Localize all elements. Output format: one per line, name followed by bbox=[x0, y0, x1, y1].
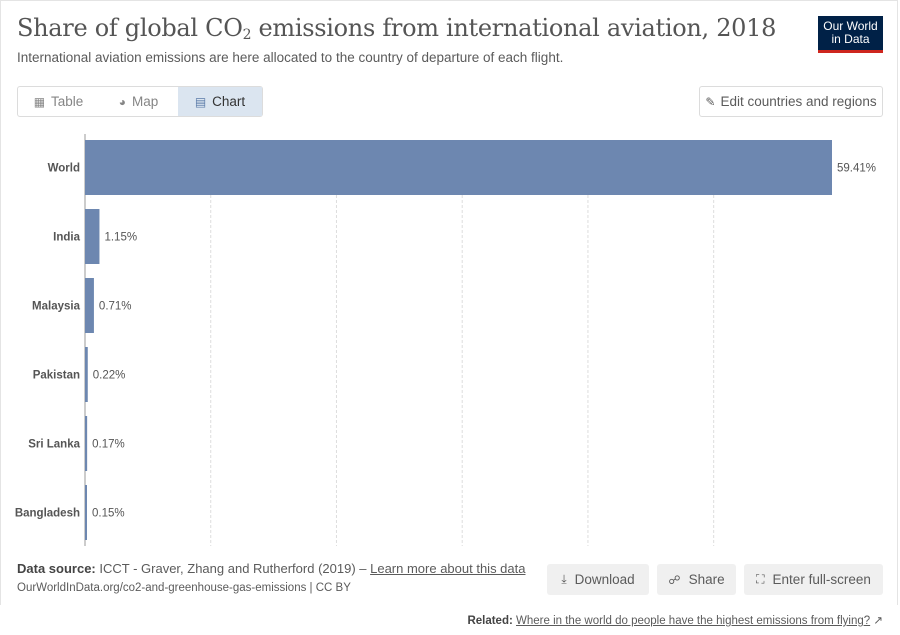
chart-frame bbox=[0, 0, 898, 605]
bar-pakistan[interactable] bbox=[85, 347, 88, 402]
category-label: Bangladesh bbox=[15, 508, 80, 520]
value-label: 0.17% bbox=[92, 439, 125, 451]
download-button[interactable]: ⤓ Download bbox=[547, 564, 649, 595]
share-icon: ☍ bbox=[668, 572, 681, 587]
learn-more-link[interactable]: Learn more about this data bbox=[370, 561, 526, 576]
value-label: 0.22% bbox=[93, 370, 126, 382]
category-label: World bbox=[48, 163, 80, 175]
bar-sri-lanka[interactable] bbox=[85, 416, 88, 471]
tab-chart[interactable]: ▤ Chart bbox=[178, 87, 262, 116]
bar-world[interactable] bbox=[85, 140, 832, 195]
value-label: 0.71% bbox=[99, 301, 132, 313]
owid-logo[interactable]: Our World in Data bbox=[818, 16, 883, 53]
source-url[interactable]: OurWorldInData.org/co2-and-greenhouse-ga… bbox=[17, 582, 351, 594]
external-link-icon: ↗ bbox=[873, 615, 883, 627]
download-icon: ⤓ bbox=[561, 572, 567, 586]
category-label: Sri Lanka bbox=[28, 439, 80, 451]
bar-malaysia[interactable] bbox=[85, 278, 94, 333]
data-source: Data source: ICCT - Graver, Zhang and Ru… bbox=[17, 561, 526, 576]
chart-title: Share of global CO2 emissions from inter… bbox=[17, 14, 777, 43]
chart-icon: ▤ bbox=[194, 94, 207, 109]
tab-map[interactable]: ◕ Map bbox=[118, 94, 159, 109]
value-label: 59.41% bbox=[837, 163, 876, 175]
category-label: India bbox=[53, 232, 80, 244]
category-label: Pakistan bbox=[33, 370, 80, 382]
chart-subtitle: International aviation emissions are her… bbox=[17, 50, 564, 65]
globe-icon: ◕ bbox=[118, 94, 126, 109]
value-label: 1.15% bbox=[104, 232, 137, 244]
pencil-icon: ✎ bbox=[705, 94, 716, 109]
category-label: Malaysia bbox=[32, 301, 81, 313]
value-label: 0.15% bbox=[92, 508, 125, 520]
edit-countries-button[interactable]: ✎ Edit countries and regions bbox=[699, 86, 883, 117]
related-link[interactable]: Where in the world do people have the hi… bbox=[516, 615, 871, 627]
bar-india[interactable] bbox=[85, 209, 100, 264]
expand-icon: ⛶ bbox=[756, 572, 765, 586]
table-icon: ▦ bbox=[33, 94, 46, 109]
bar-bangladesh[interactable] bbox=[85, 485, 87, 540]
tab-table[interactable]: ▦ Table bbox=[33, 94, 84, 109]
related-link-row: Related: Where in the world do people ha… bbox=[467, 615, 883, 627]
share-button[interactable]: ☍ Share bbox=[657, 564, 736, 595]
fullscreen-button[interactable]: ⛶ Enter full-screen bbox=[744, 564, 883, 595]
view-tabs: ▦ Table ◕ Map ▤ Chart bbox=[17, 86, 263, 117]
bar-chart: World 59.41% India 1.15% Malaysia 0.71% Pakist… bbox=[15, 134, 876, 546]
